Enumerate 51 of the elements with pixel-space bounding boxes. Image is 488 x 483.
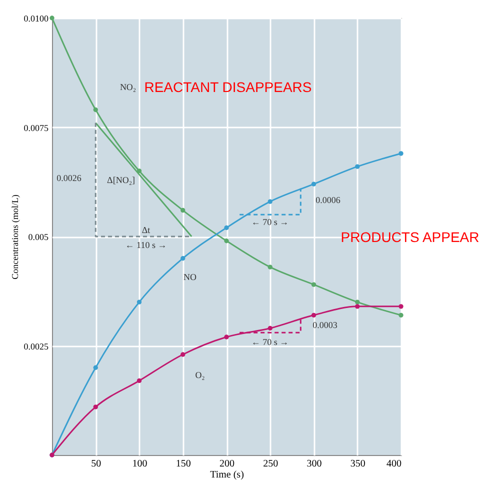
point	[355, 304, 360, 309]
point	[224, 238, 229, 244]
y-tick-label: 0.0100	[24, 14, 49, 24]
point	[268, 264, 272, 270]
annotation: PRODUCTS APPEAR	[340, 229, 480, 245]
x-tick-label: 50	[91, 458, 102, 470]
annotation: Δt	[142, 225, 151, 235]
point	[180, 256, 186, 261]
x-tick-label: 300	[306, 458, 322, 470]
x-tick-label: 150	[176, 458, 191, 470]
point	[224, 334, 229, 340]
point	[311, 312, 316, 318]
annotation: O₂	[195, 370, 205, 380]
annotation: ← 110 s →	[125, 240, 167, 250]
annotation: NO	[184, 272, 197, 282]
point	[268, 326, 272, 331]
point	[355, 300, 360, 304]
annotation: 0.0006	[316, 195, 341, 205]
point	[398, 304, 404, 309]
point	[180, 208, 186, 213]
point	[93, 404, 98, 410]
y-tick-label: 0.0025	[24, 341, 49, 352]
x-axis-title: Time (s)	[210, 470, 244, 480]
point	[398, 312, 404, 318]
point	[180, 352, 186, 357]
point	[224, 225, 229, 230]
annotation: 0.0026	[56, 173, 82, 183]
annotation: 0.0003	[312, 320, 338, 330]
y-tick-label: 0.005	[28, 232, 49, 242]
x-tick-label: 250	[263, 458, 278, 470]
point	[136, 378, 142, 384]
annotation: ← 70 s →	[251, 217, 289, 227]
x-tick-label: 200	[220, 458, 234, 470]
point	[355, 164, 360, 169]
annotation: REACTANT DISAPPEARS	[144, 79, 312, 95]
x-tick-label: 100	[132, 458, 148, 470]
x-tick-label: 350	[350, 458, 366, 470]
x-tick-label: 400	[386, 458, 402, 470]
y-tick-label: 0.0075	[24, 122, 49, 133]
point	[311, 282, 316, 287]
point	[398, 151, 404, 156]
annotation: Δ[NO₂]	[107, 175, 135, 185]
point	[93, 107, 98, 112]
point	[50, 16, 54, 20]
annotation: ← 70 s →	[251, 337, 289, 347]
annotation: NO₂	[120, 82, 136, 92]
point	[136, 300, 142, 304]
y-axis-title: Concentrations (mol/L)	[10, 194, 20, 280]
point	[93, 365, 98, 370]
point	[311, 182, 316, 186]
point	[268, 199, 272, 204]
